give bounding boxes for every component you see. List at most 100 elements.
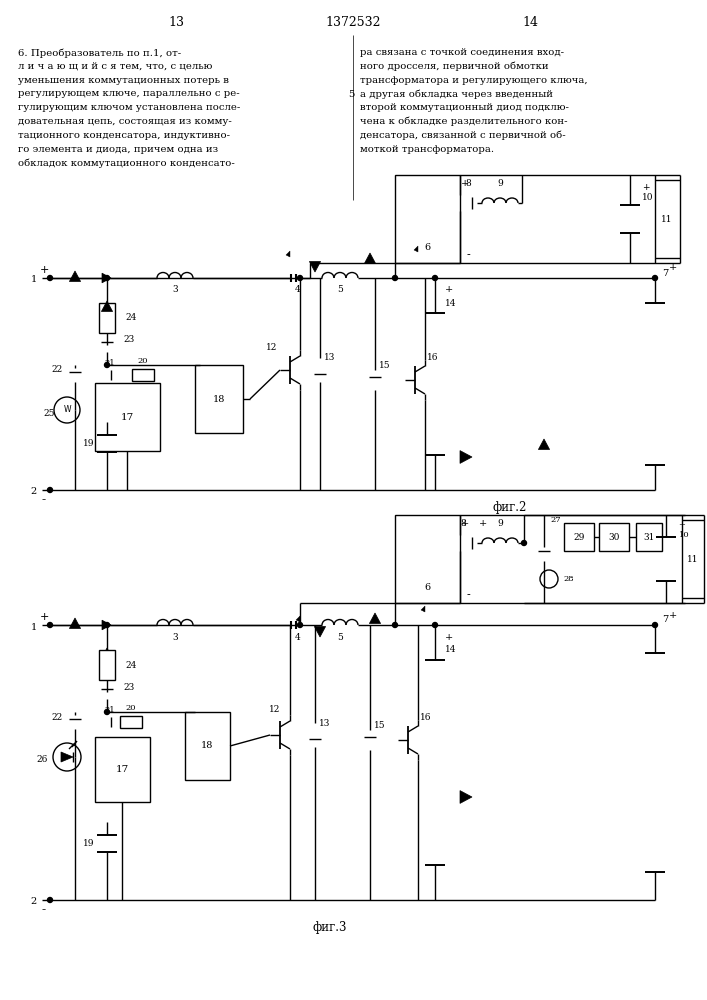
Text: 5: 5	[348, 90, 354, 99]
Text: -: -	[466, 590, 470, 600]
Text: +: +	[461, 178, 469, 188]
Text: 30: 30	[608, 532, 620, 542]
Text: 25: 25	[43, 410, 54, 418]
Text: 13: 13	[320, 718, 331, 728]
Text: 5: 5	[337, 633, 343, 642]
Polygon shape	[414, 246, 418, 252]
Circle shape	[522, 540, 527, 546]
Text: ра связана с точкой соединения вход-: ра связана с точкой соединения вход-	[360, 48, 564, 57]
Text: денсатора, связанной с первичной об-: денсатора, связанной с первичной об-	[360, 131, 566, 140]
Text: 23: 23	[123, 682, 134, 692]
Polygon shape	[286, 251, 290, 257]
Text: 14: 14	[445, 646, 457, 654]
Text: 8: 8	[465, 178, 471, 188]
Bar	[120, 716, 142, 728]
Text: 9: 9	[497, 518, 503, 528]
Text: 21: 21	[105, 706, 115, 714]
Text: +: +	[642, 182, 650, 192]
Circle shape	[105, 710, 110, 714]
Bar	[599, 523, 629, 551]
Polygon shape	[102, 620, 111, 630]
Bar	[132, 369, 154, 381]
Text: гулирующим ключом установлена после-: гулирующим ключом установлена после-	[18, 103, 240, 112]
Bar	[395, 175, 460, 263]
Circle shape	[105, 275, 110, 280]
Text: 12: 12	[267, 344, 278, 353]
Text: 4: 4	[295, 633, 301, 642]
Text: 16: 16	[427, 354, 439, 362]
Text: 26: 26	[36, 754, 47, 764]
Text: +: +	[669, 263, 677, 272]
Text: 31: 31	[643, 532, 655, 542]
Bar	[655, 180, 680, 258]
Text: 22: 22	[52, 712, 63, 722]
Bar	[195, 365, 243, 433]
Text: довательная цепь, состоящая из комму-: довательная цепь, состоящая из комму-	[18, 117, 232, 126]
Bar	[99, 303, 115, 333]
Text: 21: 21	[105, 359, 115, 367]
Text: 19: 19	[83, 438, 95, 448]
Circle shape	[653, 275, 658, 280]
Circle shape	[392, 275, 397, 280]
Text: +: +	[669, 610, 677, 619]
Text: 14: 14	[522, 15, 538, 28]
Text: го элемента и диода, причем одна из: го элемента и диода, причем одна из	[18, 145, 218, 154]
Polygon shape	[61, 752, 73, 762]
Text: трансформатора и регулирующего ключа,: трансформатора и регулирующего ключа,	[360, 76, 588, 85]
Circle shape	[105, 622, 110, 628]
Text: 28: 28	[563, 575, 574, 583]
Text: регулирующем ключе, параллельно с ре-: регулирующем ключе, параллельно с ре-	[18, 89, 240, 98]
Circle shape	[298, 622, 303, 628]
Text: 24: 24	[125, 314, 136, 322]
Text: 13: 13	[325, 354, 336, 362]
Text: тационного конденсатора, индуктивно-: тационного конденсатора, индуктивно-	[18, 131, 230, 140]
Circle shape	[433, 622, 438, 628]
Text: -: -	[42, 904, 46, 916]
Circle shape	[298, 275, 303, 280]
Circle shape	[47, 488, 52, 492]
Text: +: +	[40, 265, 49, 275]
Text: 12: 12	[269, 706, 281, 714]
Text: 29: 29	[573, 532, 585, 542]
Text: 1: 1	[30, 622, 37, 632]
Text: 6. Преобразователь по п.1, от-: 6. Преобразователь по п.1, от-	[18, 48, 181, 57]
Text: W: W	[63, 406, 71, 414]
Circle shape	[47, 275, 52, 280]
Text: 3: 3	[173, 286, 178, 294]
Text: +: +	[679, 521, 686, 529]
Text: 14: 14	[445, 298, 457, 308]
Text: 23: 23	[123, 336, 134, 344]
Polygon shape	[101, 301, 112, 312]
Text: 4: 4	[295, 286, 301, 294]
Text: 20: 20	[126, 704, 136, 712]
Text: 6: 6	[424, 584, 430, 592]
Text: 24: 24	[125, 660, 136, 670]
Text: 15: 15	[374, 720, 386, 730]
Polygon shape	[296, 616, 300, 622]
Polygon shape	[539, 439, 549, 450]
Text: 20: 20	[138, 357, 148, 365]
Text: 7: 7	[662, 268, 668, 277]
Text: обкладок коммутационного конденсато-: обкладок коммутационного конденсато-	[18, 158, 235, 168]
Bar	[99, 650, 115, 680]
Polygon shape	[460, 451, 472, 463]
Text: второй коммутационный диод подклю-: второй коммутационный диод подклю-	[360, 103, 569, 112]
Bar	[95, 737, 150, 802]
Polygon shape	[315, 626, 326, 637]
Text: ного дросселя, первичной обмотки: ного дросселя, первичной обмотки	[360, 62, 549, 71]
Text: 1372532: 1372532	[325, 15, 381, 28]
Text: 11: 11	[687, 554, 699, 564]
Text: 16: 16	[420, 714, 432, 722]
Bar	[682, 520, 704, 598]
Bar	[564, 523, 594, 551]
Text: 18: 18	[201, 742, 214, 750]
Text: 15: 15	[379, 360, 391, 369]
Text: 17: 17	[120, 412, 134, 422]
Text: 19: 19	[83, 838, 95, 848]
Text: 18: 18	[213, 394, 226, 403]
Bar	[636, 523, 662, 551]
Text: 10: 10	[679, 531, 689, 539]
Text: 13: 13	[168, 15, 184, 28]
Text: 3: 3	[173, 633, 178, 642]
Circle shape	[105, 362, 110, 367]
